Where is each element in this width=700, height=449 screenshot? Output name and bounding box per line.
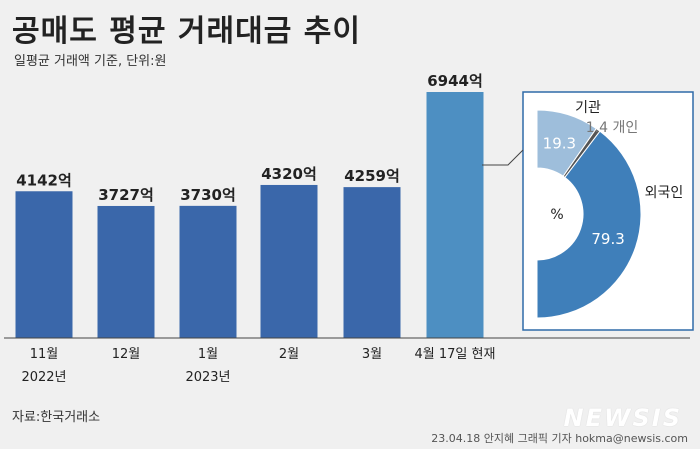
category-label: 4월 17일 현재 [415, 347, 496, 362]
source-note: 자료:한국거래소 [12, 410, 101, 425]
category-label: 3월 [362, 347, 382, 362]
donut-slice [536, 130, 642, 319]
bar [426, 92, 484, 338]
bar [179, 205, 237, 338]
bar [343, 187, 401, 338]
slice-name-label: 기관 [575, 100, 601, 116]
category-label: 11월 [30, 347, 59, 362]
newsis-watermark: NEWSIS [563, 404, 682, 432]
slice-value-label: 79.3 [591, 230, 624, 248]
category-label: 1월 [198, 347, 218, 362]
chart-subtitle: 일평균 거래액 기준, 단위:원 [14, 54, 167, 69]
bar-value-label: 6944억 [427, 72, 483, 90]
chart-title: 공매도 평균 거래대금 추이 [12, 14, 361, 49]
category-label: 2월 [279, 347, 299, 362]
graphic-credit: 23.04.18 안지혜 그래픽 기자 hokma@newsis.com [431, 432, 688, 445]
donut-center-label: % [550, 207, 563, 223]
year-label: 2022년 [21, 370, 66, 385]
bar-value-label: 4142억 [16, 171, 72, 189]
bar [97, 205, 155, 338]
slice-name-label: 외국인 [645, 185, 684, 201]
bar-value-label: 3730억 [180, 186, 236, 204]
slice-value-label: 1.4 개인 [586, 120, 638, 136]
bar-value-label: 3727억 [98, 186, 154, 204]
category-label: 12월 [112, 347, 141, 362]
slice-value-label: 19.3 [543, 134, 576, 152]
callout-line [482, 149, 524, 166]
bar [15, 191, 73, 338]
bar-chart: 4142억 11월 2022년 3727억 12월 3730억 1월 2023년 4320억 2월… [4, 72, 690, 385]
bar-value-label: 4320억 [261, 165, 317, 183]
bar-value-label: 4259억 [344, 167, 400, 185]
bar [260, 184, 318, 338]
year-label: 2023년 [185, 370, 230, 385]
